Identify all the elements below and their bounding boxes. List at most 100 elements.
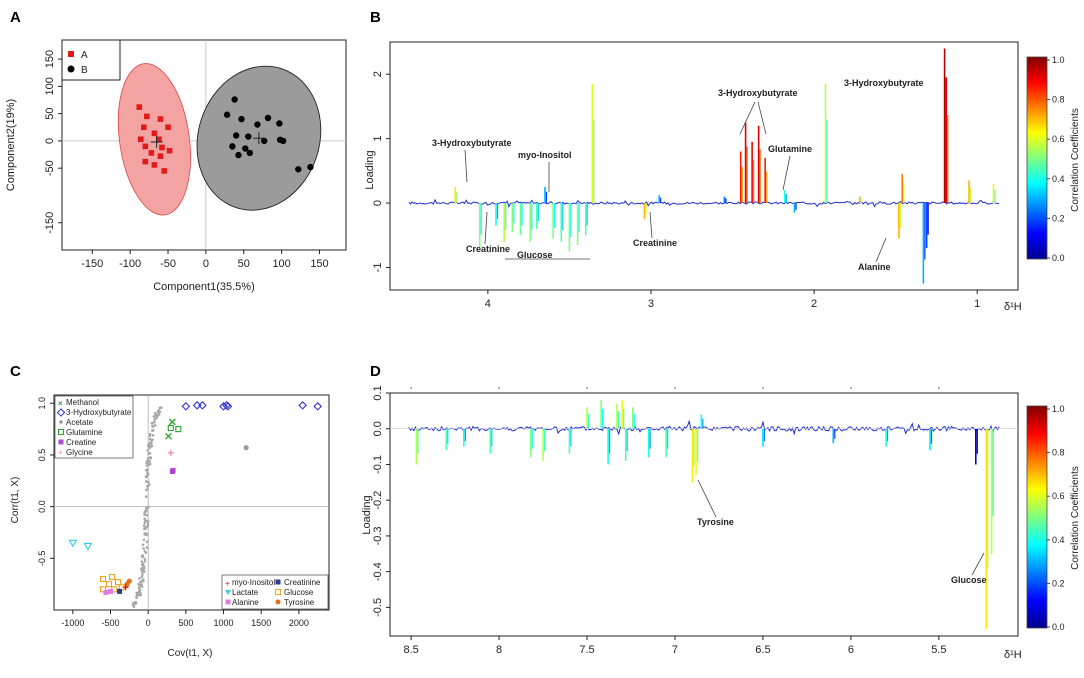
panel-c-bg-point-168 xyxy=(152,415,156,418)
panel-c-bg-point-153 xyxy=(152,429,155,432)
point-a-4 xyxy=(165,124,171,131)
point-b-10 xyxy=(279,137,287,145)
panel-a-xtick-label-150: 150 xyxy=(310,258,328,270)
panel-c-bg-point-52 xyxy=(144,527,147,531)
point-b-5 xyxy=(254,121,261,128)
panel-b-xtick-label-4: 4 xyxy=(485,298,491,310)
panel-c-bg-point-166 xyxy=(148,437,152,441)
legend-myo-label: myo-Inositol xyxy=(232,578,275,587)
panel-c-bg-point-55 xyxy=(147,505,150,509)
panel-b-baseline xyxy=(408,198,1000,208)
panel-c-xtick-label-1500: 1500 xyxy=(251,618,271,628)
panel-c-acetate-point-0 xyxy=(243,445,249,451)
panel-c-bg-point-106 xyxy=(144,480,148,483)
panel-c-bg-point-139 xyxy=(149,456,152,459)
panel-c-bg-point-137 xyxy=(145,507,148,511)
panel-b-cbtick-label-2: 0.4 xyxy=(1052,174,1065,184)
panel-c-tyrosine-point-1 xyxy=(126,578,132,584)
point-a-3 xyxy=(157,116,164,122)
panel-b-ytick-label-0: 0 xyxy=(372,200,384,206)
panel-b-colorbar-ticks: 0.0 0.2 0.4 0.6 0.8 1.0 xyxy=(1047,55,1065,263)
panel-c-bg-point-113 xyxy=(159,406,163,409)
point-b-8 xyxy=(261,137,268,145)
panel-d-xtick-label-8: 8 xyxy=(496,644,502,656)
panel-c-xtick-label-1000: 1000 xyxy=(214,618,234,628)
point-a-12 xyxy=(157,153,164,159)
panel-c-xtick-label-2000: 2000 xyxy=(289,618,309,628)
panel-c-s-plot: -1000 -500 0 500 1000 1500 2000 -0.5 0.0 0.5 1.0 C… xyxy=(10,394,330,659)
panel-c-bg-point-169 xyxy=(144,551,148,554)
panel-c-bg-point-73 xyxy=(146,532,149,536)
ann-b-3hb-left: 3-Hydroxybutyrate xyxy=(432,138,512,148)
point-a-7 xyxy=(156,136,162,143)
panel-d-xtick-label-8.5: 8.5 xyxy=(403,644,418,656)
panel-c-bg-point-152 xyxy=(137,582,140,586)
point-a-10 xyxy=(148,150,155,156)
legend-methanol-label: Methanol xyxy=(66,398,99,407)
panel-d-ytick-label--0.5: -0.5 xyxy=(372,598,384,617)
panel-a-content xyxy=(62,40,346,250)
panel-c-bg-point-104 xyxy=(143,521,146,524)
point-a-15 xyxy=(161,168,168,174)
panel-c-bg-point-120 xyxy=(135,595,138,599)
panel-a-xtick-label--100: -100 xyxy=(119,258,141,270)
point-b-2 xyxy=(238,115,245,123)
panel-c-bg-point-161 xyxy=(148,463,151,466)
panel-c-methanol-point-1-b xyxy=(165,432,172,440)
panel-c-bg-point-39 xyxy=(151,434,155,437)
panel-d-cbtick-label-0: 0.0 xyxy=(1052,622,1065,632)
ann-b-3hb-mid-line1 xyxy=(739,101,756,135)
panel-c-bg-point-9 xyxy=(140,575,144,579)
panel-b-xtick-label-2: 2 xyxy=(811,298,817,310)
panel-c-bg-point-72 xyxy=(148,432,152,436)
panel-d-axes: 8.5 8 7.5 7 6.5 6 5.5 0.1 0.0 -0.1 -0.2 -0.3 -0.4 -0.… xyxy=(372,385,1018,656)
panel-b-xlabel: δ¹H xyxy=(1004,301,1022,313)
legend-3hb-label: 3-Hydroxybutyrate xyxy=(66,408,132,417)
panel-c-bg-point-116 xyxy=(146,468,149,471)
panel-c-bg-point-78 xyxy=(150,421,154,425)
legend-glucose-label: Glucose xyxy=(284,588,314,597)
ann-b-creat1-line xyxy=(484,211,488,245)
panel-c-ytick-label-0.5: 0.5 xyxy=(37,449,47,462)
panel-c-bg-point-163 xyxy=(149,441,152,445)
panel-c-bg-point-90 xyxy=(150,439,153,443)
legend-glutamine-label: Glutamine xyxy=(66,428,103,437)
panel-c-bg-point-69 xyxy=(142,538,146,542)
ann-b-gln: Glutamine xyxy=(768,144,812,154)
panel-c-content xyxy=(54,395,329,610)
panel-b-cbtick-label-0: 0.0 xyxy=(1052,253,1065,263)
panel-c-bg-point-155 xyxy=(156,410,160,413)
panel-d-xtick-label-7.5: 7.5 xyxy=(579,644,594,656)
panel-c-bg-point-112 xyxy=(138,577,141,580)
panel-b-axes: 4 3 2 1 -1 0 1 2 xyxy=(372,71,980,310)
panel-c-glycine-point-0 xyxy=(167,449,174,456)
point-a-1 xyxy=(144,113,150,120)
panel-a-xtick-label--50: -50 xyxy=(160,258,176,270)
panel-c-bg-point-142 xyxy=(153,418,157,421)
ann-b-creat1: Creatinine xyxy=(466,244,510,254)
panel-d-ytick-label-0: 0.0 xyxy=(372,421,384,436)
panel-d-content xyxy=(408,400,1000,629)
panel-c-bg-point-151 xyxy=(145,540,149,544)
panel-b-cbtick-label-5: 1.0 xyxy=(1052,55,1065,65)
panel-c-bg-point-128 xyxy=(143,518,147,522)
panel-a-ytick-label-100: 100 xyxy=(44,77,56,95)
panel-d-frame xyxy=(389,392,1019,637)
point-b-4 xyxy=(276,120,283,127)
panel-d-xtick-label-6.5: 6.5 xyxy=(755,644,770,656)
panel-b-content xyxy=(408,48,1000,284)
panel-label-a: A xyxy=(10,9,21,26)
panel-a-legend-box xyxy=(61,39,121,81)
legend-acetate-marker xyxy=(59,420,63,424)
panel-c-bg-point-95 xyxy=(148,445,152,449)
point-a-2 xyxy=(140,124,147,131)
panel-c-methanol-point-0 xyxy=(168,418,176,426)
ann-d-tyrosine-line xyxy=(697,479,717,518)
ann-d-tyrosine: Tyrosine xyxy=(697,517,734,527)
panel-c-frame xyxy=(53,394,330,611)
point-a-5 xyxy=(151,130,158,137)
point-b-3 xyxy=(264,114,272,122)
panel-a-xtick-label-50: 50 xyxy=(238,258,250,270)
panel-c-bg-point-114 xyxy=(148,483,151,487)
